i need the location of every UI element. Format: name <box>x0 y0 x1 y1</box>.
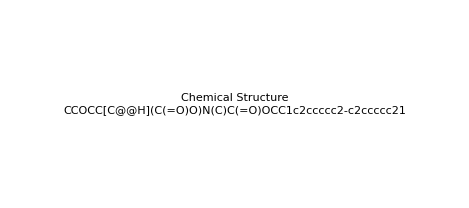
Text: Chemical Structure
CCOCC[C@@H](C(=O)O)N(C)C(=O)OCC1c2ccccc2-c2ccccc21: Chemical Structure CCOCC[C@@H](C(=O)O)N(… <box>63 93 406 115</box>
